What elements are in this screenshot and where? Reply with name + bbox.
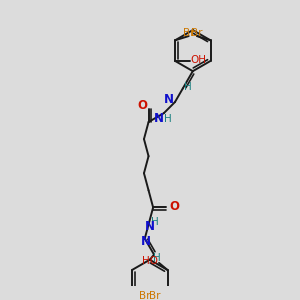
Text: H: H — [153, 253, 161, 263]
Text: Br: Br — [183, 28, 195, 38]
Text: Br: Br — [139, 291, 151, 300]
Text: N: N — [164, 93, 174, 106]
Text: H: H — [151, 217, 158, 227]
Text: Br: Br — [149, 291, 160, 300]
Text: H: H — [164, 114, 172, 124]
Text: Br: Br — [191, 28, 203, 38]
Text: OH: OH — [190, 55, 206, 65]
Text: N: N — [154, 112, 164, 125]
Text: O: O — [169, 200, 179, 213]
Text: N: N — [145, 220, 155, 233]
Text: N: N — [141, 235, 151, 248]
Text: HO: HO — [142, 256, 158, 266]
Text: H: H — [184, 82, 192, 92]
Text: O: O — [137, 99, 147, 112]
